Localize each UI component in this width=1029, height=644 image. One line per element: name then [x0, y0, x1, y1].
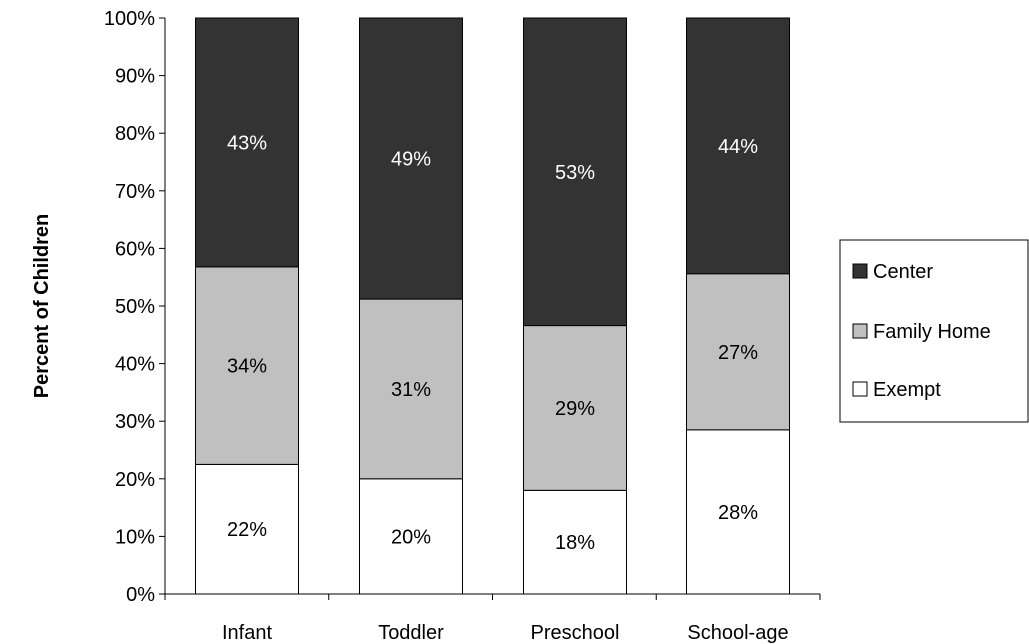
legend-label: Exempt [873, 379, 941, 401]
y-tick-label: 50% [115, 296, 155, 318]
legend-box [839, 239, 1029, 423]
y-tick-label: 80% [115, 123, 155, 145]
bar-segment [195, 266, 299, 465]
y-tick-label: 70% [115, 181, 155, 203]
data-label: 28% [718, 502, 758, 524]
y-axis-title: Percent of Children [31, 214, 53, 398]
data-label: 27% [718, 342, 758, 364]
data-label: 34% [227, 356, 267, 378]
data-label: 18% [555, 532, 595, 554]
y-tick-label: 40% [115, 354, 155, 376]
bar-segment [359, 478, 463, 595]
bar-segment [359, 298, 463, 480]
bar-segment [195, 17, 299, 268]
data-label: 20% [391, 526, 431, 548]
y-tick-label: 20% [115, 469, 155, 491]
y-tick-label: 30% [115, 411, 155, 433]
bar-segment [195, 463, 299, 595]
data-label: 49% [391, 149, 431, 171]
y-tick-label: 0% [126, 584, 155, 606]
data-label: 53% [555, 162, 595, 184]
data-label: 44% [718, 136, 758, 158]
legend-swatch [852, 323, 868, 339]
legend-swatch [852, 263, 868, 279]
x-tick-label: Preschool [531, 622, 620, 644]
y-tick-label: 60% [115, 238, 155, 260]
y-tick-label: 10% [115, 526, 155, 548]
bar-segment [686, 17, 790, 275]
plot-area: 22% 34% 43% 20% 31% 49% 18% 29% 53% 28% 27% 44% [195, 17, 790, 595]
bar-segment [359, 17, 463, 300]
x-tick-label: Infant [222, 622, 272, 644]
bar-segment [686, 429, 790, 595]
bar-segment [523, 325, 627, 491]
axes: 0% 10% 20% 30% 40% 50% 60% 70% 80% 90% 100% Infant T… [104, 8, 821, 644]
y-tick-label: 90% [115, 66, 155, 88]
legend-swatch [852, 381, 868, 397]
data-label: 22% [227, 519, 267, 541]
data-label: 29% [555, 398, 595, 420]
x-tick-label: School-age [687, 622, 788, 644]
data-label: 43% [227, 132, 267, 154]
legend-label: Family Home [873, 321, 991, 343]
x-tick-label: Toddler [378, 622, 444, 644]
bar-segment [686, 273, 790, 431]
legend: Center Family Home Exempt [839, 239, 1029, 423]
bar-segment [523, 17, 627, 327]
data-label: 31% [391, 379, 431, 401]
y-tick-label: 100% [104, 8, 155, 30]
legend-label: Center [873, 261, 933, 283]
